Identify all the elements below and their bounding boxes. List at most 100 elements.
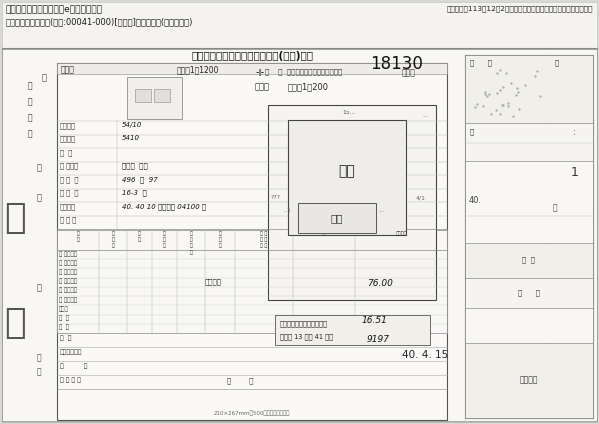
Text: 騎  台: 騎 台 bbox=[59, 315, 69, 321]
Text: 建
物
別: 建 物 別 bbox=[111, 231, 114, 248]
Text: 華新段 13 地號 41 建號: 華新段 13 地號 41 建號 bbox=[280, 333, 333, 340]
Text: 景新街  街路: 景新街 街路 bbox=[122, 162, 148, 169]
Text: 設  準: 設 準 bbox=[522, 257, 536, 263]
Text: 管
建
設: 管 建 設 bbox=[219, 231, 222, 248]
Text: 行      員: 行 員 bbox=[518, 290, 540, 296]
Text: 中
華
民
國: 中 華 民 國 bbox=[28, 81, 32, 138]
Bar bbox=[2, 2, 597, 48]
Text: 承 門  牌: 承 門 牌 bbox=[60, 190, 78, 196]
Text: 月: 月 bbox=[37, 193, 42, 202]
Bar bbox=[275, 315, 430, 345]
Bar bbox=[2, 49, 597, 421]
Text: 位置圖: 位置圖 bbox=[61, 65, 75, 74]
Text: 4/1: 4/1 bbox=[416, 195, 426, 200]
Text: 購 巷  弄: 購 巷 弄 bbox=[60, 176, 78, 183]
Text: 金        元: 金 元 bbox=[227, 377, 253, 384]
Text: 目: 目 bbox=[37, 283, 42, 292]
Text: 查詢日期：113年12月2日（如需登記謄本，請向地政事務所申請。）: 查詢日期：113年12月2日（如需登記謄本，請向地政事務所申請。） bbox=[446, 5, 593, 11]
Text: 210×267mm用500磅測量專業紙印製: 210×267mm用500磅測量專業紙印製 bbox=[214, 410, 290, 416]
Bar bbox=[465, 161, 593, 243]
Text: 平  台: 平 台 bbox=[59, 325, 69, 330]
Text: （: （ bbox=[4, 306, 26, 340]
Text: 二 層本國式: 二 層本國式 bbox=[59, 260, 77, 266]
Text: 中    和  南勞局民國南中局中民遠服署: 中 和 南勞局民國南中局中民遠服署 bbox=[265, 68, 342, 75]
Text: 40.: 40. bbox=[469, 196, 482, 205]
Text: 位: 位 bbox=[555, 59, 559, 66]
Text: 5410: 5410 bbox=[122, 136, 140, 142]
Text: ...: ... bbox=[378, 208, 384, 213]
Text: 核伸日期: 核伸日期 bbox=[60, 203, 76, 209]
Text: 平面圖: 平面圖 bbox=[255, 82, 270, 91]
Text: 月: 月 bbox=[553, 203, 558, 212]
Text: 18130: 18130 bbox=[370, 55, 423, 73]
Text: 收文人員: 收文人員 bbox=[520, 376, 539, 385]
Text: 使
用
人: 使 用 人 bbox=[163, 231, 166, 248]
Bar bbox=[465, 55, 593, 418]
Text: 段: 段 bbox=[470, 128, 474, 134]
Text: 基地地號: 基地地號 bbox=[60, 122, 76, 128]
Bar bbox=[465, 55, 593, 123]
Text: 核核次: 核核次 bbox=[402, 68, 416, 77]
Text: 住          所: 住 所 bbox=[60, 363, 87, 368]
Bar bbox=[127, 77, 182, 119]
Text: 新北市中和區華新段(建號:00041-000)[第二類]建物平面圖(已縮小列印): 新北市中和區華新段(建號:00041-000)[第二類]建物平面圖(已縮小列印) bbox=[6, 17, 193, 26]
Bar bbox=[57, 230, 447, 333]
Text: 一 層本國式: 一 層本國式 bbox=[59, 251, 77, 257]
Text: 比例尺1：200: 比例尺1：200 bbox=[288, 82, 329, 91]
Bar bbox=[154, 89, 170, 102]
Text: 平方公尺: 平方公尺 bbox=[395, 231, 407, 236]
Text: 及 平 號: 及 平 號 bbox=[60, 217, 76, 223]
Text: ...: ... bbox=[422, 113, 428, 118]
Text: 六 層本國式: 六 層本國式 bbox=[59, 297, 77, 303]
Bar bbox=[465, 278, 593, 308]
Text: 光特版地政資訊網路服務e點通服務系統: 光特版地政資訊網路服務e點通服務系統 bbox=[6, 5, 103, 14]
Text: ..1: ..1 bbox=[283, 208, 291, 213]
Bar bbox=[135, 89, 151, 102]
Bar bbox=[288, 120, 406, 235]
Text: 16-3  號: 16-3 號 bbox=[122, 190, 147, 196]
Text: 40. 4. 15: 40. 4. 15 bbox=[402, 350, 448, 360]
Bar bbox=[57, 63, 447, 74]
Text: 使
用
種
別: 使 用 種 別 bbox=[189, 231, 192, 254]
Text: 地下室: 地下室 bbox=[59, 306, 69, 312]
Text: 9197: 9197 bbox=[367, 335, 390, 344]
Text: （: （ bbox=[4, 201, 26, 235]
Bar bbox=[57, 63, 447, 420]
Text: 測 利 形 量: 測 利 形 量 bbox=[60, 377, 81, 382]
Text: 76.00: 76.00 bbox=[367, 279, 393, 287]
Text: 1: 1 bbox=[571, 166, 579, 179]
Text: 項
目: 項 目 bbox=[77, 231, 80, 242]
Text: 九十七年度經重測後變更為: 九十七年度經重測後變更為 bbox=[280, 320, 328, 326]
Text: 統  之: 統 之 bbox=[60, 335, 71, 340]
Text: 主      位: 主 位 bbox=[470, 59, 492, 66]
Text: 16.51: 16.51 bbox=[362, 315, 388, 324]
Text: 門門住宅: 門門住宅 bbox=[205, 279, 222, 285]
Text: 496  巷  97: 496 巷 97 bbox=[122, 176, 158, 183]
Text: 比例尺1：1200: 比例尺1：1200 bbox=[177, 65, 219, 74]
Text: 完 成
使 用
日 期: 完 成 使 用 日 期 bbox=[261, 231, 268, 248]
Text: 所有權人社名: 所有權人社名 bbox=[60, 349, 83, 354]
Text: 40. 40 10 日中國字 04100 號: 40. 40 10 日中國字 04100 號 bbox=[122, 203, 206, 209]
Text: 年: 年 bbox=[42, 73, 47, 82]
Bar bbox=[298, 203, 376, 233]
Text: ✛: ✛ bbox=[255, 68, 263, 78]
Text: 五 層本國式: 五 層本國式 bbox=[59, 288, 77, 293]
Bar bbox=[465, 308, 593, 343]
Text: 54/10: 54/10 bbox=[122, 122, 143, 128]
Text: 臺北縣中和地政事務所建物建文(勘測)結果: 臺北縣中和地政事務所建物建文(勘測)結果 bbox=[191, 51, 313, 61]
Text: :: : bbox=[573, 128, 576, 137]
Bar bbox=[465, 243, 593, 278]
Text: 1ↄ...: 1ↄ... bbox=[342, 110, 355, 115]
Text: 計  里: 計 里 bbox=[60, 149, 72, 156]
Text: 群樓: 群樓 bbox=[338, 165, 355, 179]
Text: 統
之: 統 之 bbox=[37, 353, 41, 377]
Text: 四 層本國式: 四 層本國式 bbox=[59, 279, 77, 284]
Text: 期: 期 bbox=[323, 231, 325, 236]
Text: 坐
落: 坐 落 bbox=[138, 231, 141, 242]
Bar bbox=[268, 105, 436, 300]
Text: 陽台: 陽台 bbox=[331, 213, 343, 223]
Text: ???: ??? bbox=[271, 195, 281, 200]
Text: 建 街路段: 建 街路段 bbox=[60, 162, 78, 169]
Text: 三 層本國式: 三 層本國式 bbox=[59, 269, 77, 275]
Text: 年: 年 bbox=[37, 163, 42, 172]
